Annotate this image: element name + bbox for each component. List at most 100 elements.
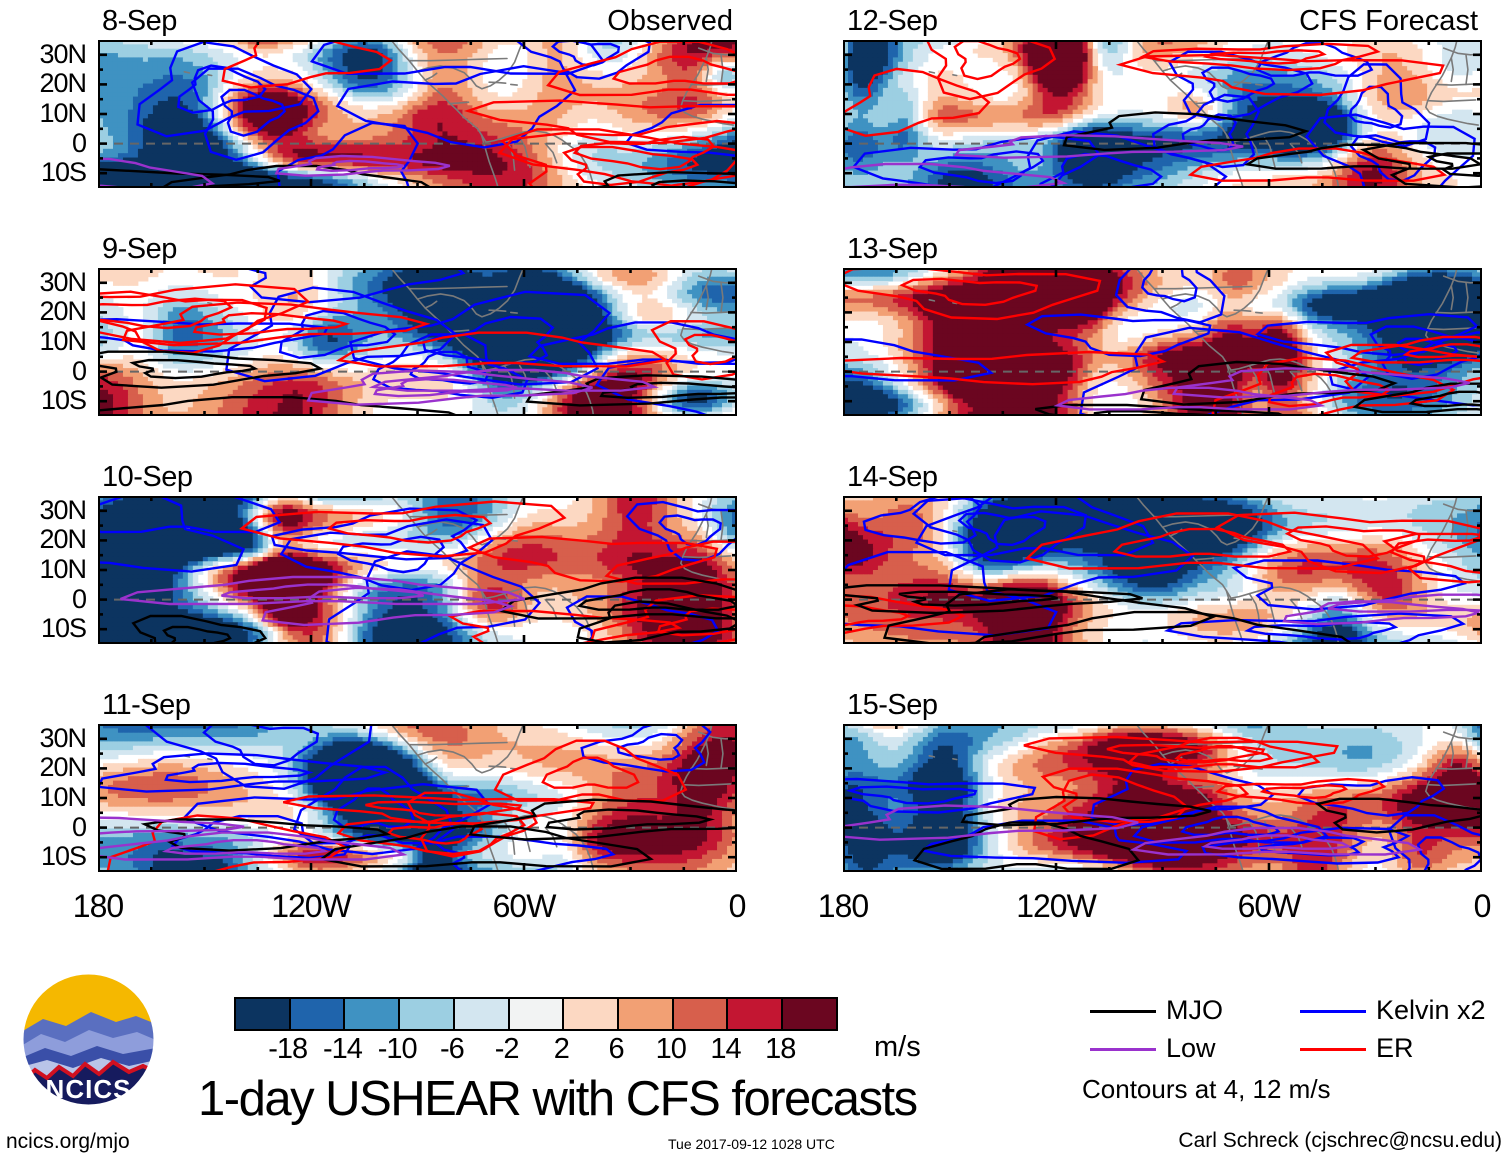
- x-axis-tick-col1-60w: 60W: [1199, 890, 1339, 922]
- y-axis-tick-10s: 10S: [0, 615, 87, 642]
- axis-ticks: [98, 268, 737, 416]
- y-axis-tick-20n: 20N: [0, 298, 87, 325]
- panel-plot: [843, 268, 1482, 416]
- colorbar-tick-neg6: -6: [412, 1035, 492, 1064]
- map-panel-14-sep-cfs: [843, 496, 1482, 644]
- map-panel-15-sep-cfs: [843, 724, 1482, 872]
- y-axis-tick-20n: 20N: [0, 70, 87, 97]
- colorbar-tick-6: 6: [576, 1035, 656, 1064]
- y-axis-tick-10n: 10N: [0, 784, 87, 811]
- map-panel-9-sep-observed: [98, 268, 737, 416]
- axis-ticks: [843, 724, 1482, 872]
- legend-line-er: [1300, 1048, 1366, 1051]
- map-panel-8-sep-observed: [98, 40, 737, 188]
- panel-plot: [98, 496, 737, 644]
- legend-contour-note: Contours at 4, 12 m/s: [1082, 1076, 1331, 1102]
- column-header-cfs: CFS Forecast: [843, 7, 1478, 36]
- y-axis-tick-20n: 20N: [0, 754, 87, 781]
- colorbar-tick-2: 2: [521, 1035, 601, 1064]
- panel-date-label: 14-Sep: [847, 463, 938, 492]
- legend-line-low: [1090, 1048, 1156, 1051]
- colorbar-unit-label: m/s: [874, 1033, 921, 1062]
- colorbar-tick-neg14: -14: [302, 1035, 382, 1064]
- axis-ticks: [98, 40, 737, 188]
- axis-ticks: [843, 40, 1482, 188]
- panel-date-label: 15-Sep: [847, 691, 938, 720]
- y-axis-tick-30n: 30N: [0, 496, 87, 524]
- x-axis-tick-col1-120w: 120W: [986, 890, 1126, 922]
- colorbar-swatch-7: [617, 999, 672, 1029]
- panel-plot: [843, 496, 1482, 644]
- axis-ticks: [98, 724, 737, 872]
- footer-timestamp: Tue 2017-09-12 1028 UTC: [668, 1134, 835, 1155]
- map-panel-13-sep-cfs: [843, 268, 1482, 416]
- legend-label-mjo: MJO: [1166, 997, 1223, 1024]
- panel-plot: [843, 724, 1482, 872]
- logo-caption[interactable]: ncics.org/mjo: [6, 1131, 130, 1152]
- colorbar-swatch-10: [781, 999, 836, 1029]
- panel-plot: [98, 268, 737, 416]
- legend-label-kelvin-x2: Kelvin x2: [1376, 997, 1486, 1024]
- axis-ticks: [98, 496, 737, 644]
- x-axis-tick-col1-180: 180: [773, 890, 913, 922]
- panel-date-label: 11-Sep: [102, 691, 191, 720]
- ncics-logo: NCICS: [21, 972, 156, 1107]
- colorbar-tick-neg2: -2: [467, 1035, 547, 1064]
- column-header-observed: Observed: [98, 7, 733, 36]
- colorbar-swatch-5: [507, 999, 563, 1029]
- footer-author: Carl Schreck (cjschrec@ncsu.edu): [1178, 1130, 1502, 1151]
- legend-label-er: ER: [1376, 1035, 1414, 1062]
- shaded-field: [98, 40, 737, 188]
- y-axis-tick-30n: 30N: [0, 268, 87, 296]
- y-axis-tick-10s: 10S: [0, 387, 87, 414]
- colorbar-tick-neg18: -18: [248, 1035, 328, 1064]
- colorbar-tick-14: 14: [686, 1035, 766, 1064]
- wave-contours: [843, 735, 1482, 872]
- colorbar-tick-neg10: -10: [357, 1035, 437, 1064]
- panel-plot: [98, 40, 737, 188]
- legend-line-kelvin-x2: [1300, 1010, 1366, 1013]
- colorbar-swatch-9: [726, 999, 782, 1029]
- colorbar: [234, 997, 838, 1031]
- y-axis-tick-0: 0: [0, 129, 87, 157]
- y-axis-tick-10n: 10N: [0, 100, 87, 127]
- wave-contours: [98, 724, 737, 872]
- map-panel-11-sep-observed: [98, 724, 737, 872]
- y-axis-tick-10n: 10N: [0, 328, 87, 355]
- wave-contours: [98, 496, 737, 644]
- y-axis-tick-10n: 10N: [0, 556, 87, 583]
- y-axis-tick-30n: 30N: [0, 40, 87, 68]
- x-axis-tick-col1-0: 0: [1412, 890, 1510, 922]
- panel-plot: [98, 724, 737, 872]
- colorbar-swatch-0: [236, 999, 289, 1029]
- panel-date-label: 12-Sep: [847, 7, 938, 36]
- panel-date-label: 10-Sep: [102, 463, 193, 492]
- y-axis-tick-30n: 30N: [0, 724, 87, 752]
- wave-contours: [98, 40, 737, 188]
- y-axis-tick-0: 0: [0, 585, 87, 613]
- y-axis-tick-20n: 20N: [0, 526, 87, 553]
- colorbar-swatch-4: [452, 999, 508, 1029]
- colorbar-tick-10: 10: [631, 1035, 711, 1064]
- map-panel-10-sep-observed: [98, 496, 737, 644]
- x-axis-tick-col0-0: 0: [667, 890, 807, 922]
- colorbar-swatch-1: [288, 999, 344, 1029]
- colorbar-swatch-2: [343, 999, 399, 1029]
- axis-ticks: [843, 496, 1482, 644]
- y-axis-tick-0: 0: [0, 813, 87, 841]
- y-axis-tick-10s: 10S: [0, 843, 87, 870]
- legend-line-mjo: [1090, 1010, 1156, 1013]
- map-panel-12-sep-cfs: [843, 40, 1482, 188]
- panel-date-label: 8-Sep: [102, 7, 177, 36]
- figure-title: 1-day USHEAR with CFS forecasts: [198, 1075, 918, 1124]
- y-axis-tick-0: 0: [0, 357, 87, 385]
- colorbar-swatch-3: [398, 999, 453, 1029]
- panel-plot: [843, 40, 1482, 188]
- panel-date-label: 9-Sep: [102, 235, 177, 264]
- axis-ticks: [843, 268, 1482, 416]
- x-axis-tick-col0-60w: 60W: [454, 890, 594, 922]
- colorbar-swatch-8: [671, 999, 727, 1029]
- wave-contours: [843, 268, 1482, 416]
- x-axis-tick-col0-180: 180: [28, 890, 168, 922]
- colorbar-swatch-6: [562, 999, 618, 1029]
